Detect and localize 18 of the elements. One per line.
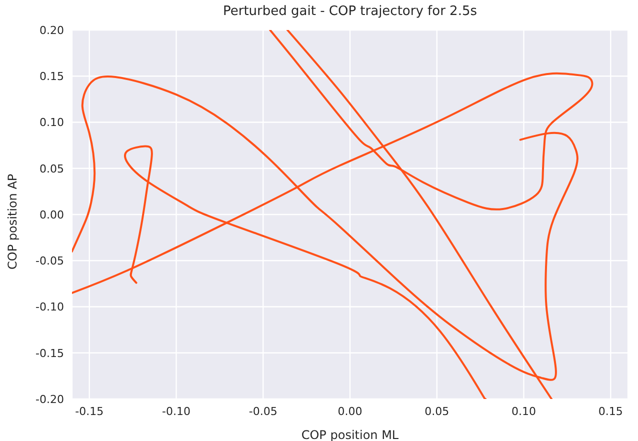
x-tick-label: -0.15 (75, 404, 104, 418)
y-tick-label: 0.15 (40, 70, 64, 84)
x-tick-label: 0.15 (598, 404, 623, 418)
y-axis-title: COP position AP (5, 174, 20, 270)
x-tick-label: 0.00 (338, 404, 362, 418)
chart-title: Perturbed gait - COP trajectory for 2.5s (222, 4, 478, 19)
x-tick-label: 0.05 (424, 404, 450, 418)
y-tick-label: 0.05 (40, 162, 64, 176)
y-tick-label: 0.10 (40, 116, 64, 130)
y-tick-label: 0.20 (40, 24, 64, 37)
y-tick-label: -0.20 (36, 392, 64, 406)
y-tick-label: 0.00 (40, 208, 64, 222)
x-tick-label: 0.10 (512, 404, 536, 418)
x-tick-label: -0.05 (248, 404, 278, 418)
y-tick-label: -0.15 (36, 346, 64, 360)
y-tick-label: -0.10 (36, 300, 64, 314)
y-tick-label: -0.05 (36, 254, 64, 268)
x-tick-label: -0.10 (162, 404, 190, 418)
